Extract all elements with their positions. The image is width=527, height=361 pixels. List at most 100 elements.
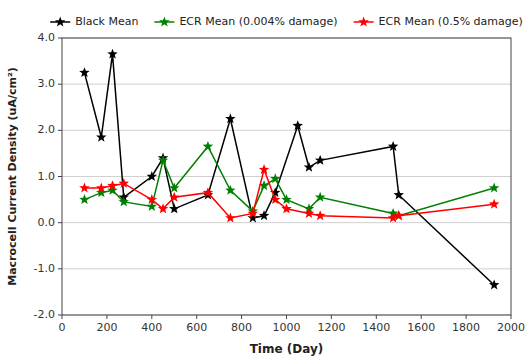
y-tick <box>58 268 62 269</box>
y-grid-line <box>62 176 511 177</box>
x-tick <box>196 315 197 319</box>
x-tick <box>331 315 332 319</box>
series-line <box>84 170 494 218</box>
point <box>96 183 106 193</box>
legend-item: ECR Mean (0.5% damage) <box>354 15 523 28</box>
point <box>315 155 325 165</box>
point <box>169 183 179 193</box>
y-tick <box>58 84 62 85</box>
y-tick-label: 0.0 <box>38 216 56 229</box>
point <box>203 187 213 197</box>
y-tick-label: 2.0 <box>38 123 56 136</box>
x-tick-label: 400 <box>141 321 162 334</box>
point <box>147 194 157 204</box>
series-line <box>84 146 494 215</box>
y-grid-line <box>62 84 511 85</box>
point <box>203 141 213 151</box>
x-tick <box>151 315 152 319</box>
x-tick-label: 0 <box>59 321 66 334</box>
y-tick <box>58 222 62 223</box>
point <box>304 162 314 172</box>
point <box>107 49 117 59</box>
legend-label: ECR Mean (0.5% damage) <box>379 15 523 28</box>
series <box>79 49 499 290</box>
point <box>394 189 404 199</box>
legend-marker <box>159 17 169 27</box>
x-tick <box>511 315 512 319</box>
x-tick <box>106 315 107 319</box>
point <box>304 208 314 218</box>
x-tick-label: 1200 <box>317 321 345 334</box>
point <box>248 208 258 218</box>
series <box>79 141 499 220</box>
x-tick <box>466 315 467 319</box>
point <box>169 192 179 202</box>
y-tick <box>58 130 62 131</box>
point <box>158 203 168 213</box>
x-tick-label: 2000 <box>497 321 525 334</box>
legend-label: ECR Mean (0.004% damage) <box>179 15 337 28</box>
point <box>270 194 280 204</box>
x-tick-label: 800 <box>231 321 252 334</box>
point <box>79 194 89 204</box>
point <box>119 178 129 188</box>
x-tick-label: 600 <box>186 321 207 334</box>
x-tick-label: 1000 <box>273 321 301 334</box>
point <box>315 210 325 220</box>
legend-marker <box>358 17 368 27</box>
x-axis-label: Time (Day) <box>250 342 324 356</box>
y-tick <box>58 38 62 39</box>
point <box>79 183 89 193</box>
y-tick-label: 4.0 <box>38 31 56 44</box>
x-tick <box>241 315 242 319</box>
point <box>169 203 179 213</box>
point <box>225 213 235 223</box>
legend-label: Black Mean <box>75 15 138 28</box>
point <box>394 210 404 220</box>
y-tick <box>58 315 62 316</box>
point <box>107 180 117 190</box>
point <box>79 67 89 77</box>
x-axis: 0200400600800100012001400160018002000 <box>59 315 526 334</box>
y-grid-line <box>62 268 511 269</box>
legend: Black Mean ECR Mean (0.004% damage) ECR Me… <box>50 15 523 28</box>
y-grid-line <box>62 222 511 223</box>
y-axis-label: Macrocell Current Density (uA/cm²) <box>6 67 19 286</box>
y-tick-label: -2.0 <box>34 308 55 321</box>
x-tick-label: 1400 <box>362 321 390 334</box>
point <box>158 155 168 165</box>
y-tick-label: -1.0 <box>34 262 55 275</box>
point <box>315 192 325 202</box>
plot-area <box>79 49 499 290</box>
x-tick-label: 200 <box>96 321 117 334</box>
x-tick <box>421 315 422 319</box>
y-tick <box>58 176 62 177</box>
y-tick-label: 1.0 <box>38 170 56 183</box>
point <box>388 141 398 151</box>
plot-frame <box>62 38 511 315</box>
point <box>489 183 499 193</box>
legend-item: Black Mean <box>50 15 138 28</box>
x-tick <box>62 315 63 319</box>
point <box>147 171 157 181</box>
point <box>225 113 235 123</box>
x-tick-label: 1600 <box>407 321 435 334</box>
y-grid-line <box>62 130 511 131</box>
point <box>292 120 302 130</box>
point <box>270 173 280 183</box>
point <box>225 185 235 195</box>
point <box>281 194 291 204</box>
point <box>259 164 269 174</box>
series <box>79 164 499 222</box>
point <box>119 196 129 206</box>
point <box>489 199 499 209</box>
background <box>0 0 527 361</box>
y-axis: -2.0 -1.0 0.0 1.0 2.0 3.0 4.0 <box>34 31 511 321</box>
point <box>489 279 499 289</box>
point <box>259 210 269 220</box>
point <box>96 132 106 142</box>
legend-marker <box>55 17 65 27</box>
x-tick <box>286 315 287 319</box>
y-tick-label: 3.0 <box>38 77 56 90</box>
x-tick <box>376 315 377 319</box>
